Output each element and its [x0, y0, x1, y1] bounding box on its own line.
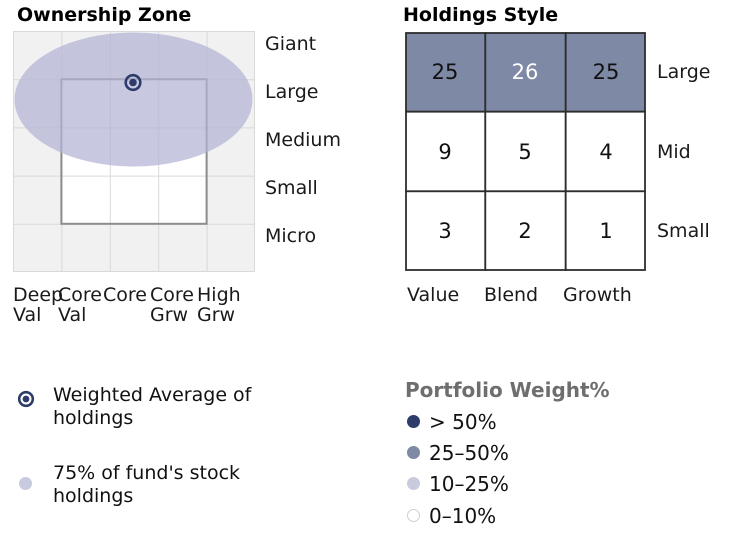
hs-row-label-large: Large: [657, 61, 711, 83]
hs-cell-mid-blend: 5: [518, 140, 532, 164]
holdings-style-chart: [405, 32, 646, 271]
hs-cell-mid-value: 9: [438, 140, 452, 164]
oz-col-label-core-val: Core Val: [58, 284, 102, 326]
holdings-style-title: Holdings Style: [403, 4, 559, 26]
hs-cell-small-value: 3: [438, 219, 452, 243]
hs-cell-small-blend: 2: [518, 219, 532, 243]
hs-col-label-value: Value: [407, 284, 460, 306]
hs-col-label-blend: Blend: [484, 284, 539, 306]
portfolio-weight-title: Portfolio Weight%: [405, 378, 610, 402]
oz-row-label-large: Large: [265, 81, 319, 103]
weight-0-10-dot-icon: [407, 509, 420, 522]
hs-cell-mid-growth: 4: [599, 140, 613, 164]
oz-col-label-deep-val: Deep Val: [13, 284, 64, 326]
hs-row-label-small: Small: [657, 220, 710, 242]
hs-cell-small-growth: 1: [599, 219, 613, 243]
ownership-zone-ellipse: [14, 32, 253, 167]
hs-col-label-growth: Growth: [563, 284, 632, 306]
hs-cell-large-value: 25: [431, 60, 459, 84]
weight-25-50-dot-icon: [407, 446, 420, 459]
hs-row-label-mid: Mid: [657, 141, 691, 163]
weight-10-25-dot-icon: [407, 477, 420, 490]
oz-row-label-small: Small: [265, 177, 318, 199]
oz-row-label-micro: Micro: [265, 225, 317, 247]
oz-col-label-core-grw: Core Grw: [150, 284, 194, 326]
oz-row-label-medium: Medium: [265, 129, 341, 151]
weight-0-10-label: 0–10%: [429, 504, 497, 528]
weighted-average-legend-label: Weighted Average of holdings: [53, 384, 252, 429]
hs-cell-large-growth: 25: [592, 60, 620, 84]
weight-gt50-dot-icon: [407, 415, 420, 428]
zone-ellipse-icon: [19, 477, 32, 490]
oz-row-label-giant: Giant: [265, 33, 317, 55]
ownership-zone-title: Ownership Zone: [17, 4, 192, 26]
weight-10-25-label: 10–25%: [429, 472, 509, 496]
holdings-grid-cells: [405, 32, 646, 271]
weighted-average-icon: [17, 390, 35, 408]
hs-cell-large-blend: 26: [511, 60, 539, 84]
weighted-average-marker: [124, 73, 142, 92]
weight-gt50-label: > 50%: [429, 410, 497, 434]
oz-col-label-high-grw: High Grw: [197, 284, 241, 326]
oz-col-label-core: Core: [103, 284, 147, 306]
zone-legend-label: 75% of fund's stock holdings: [53, 462, 241, 507]
weight-25-50-label: 25–50%: [429, 441, 509, 465]
ownership-zone-chart: [13, 31, 255, 272]
